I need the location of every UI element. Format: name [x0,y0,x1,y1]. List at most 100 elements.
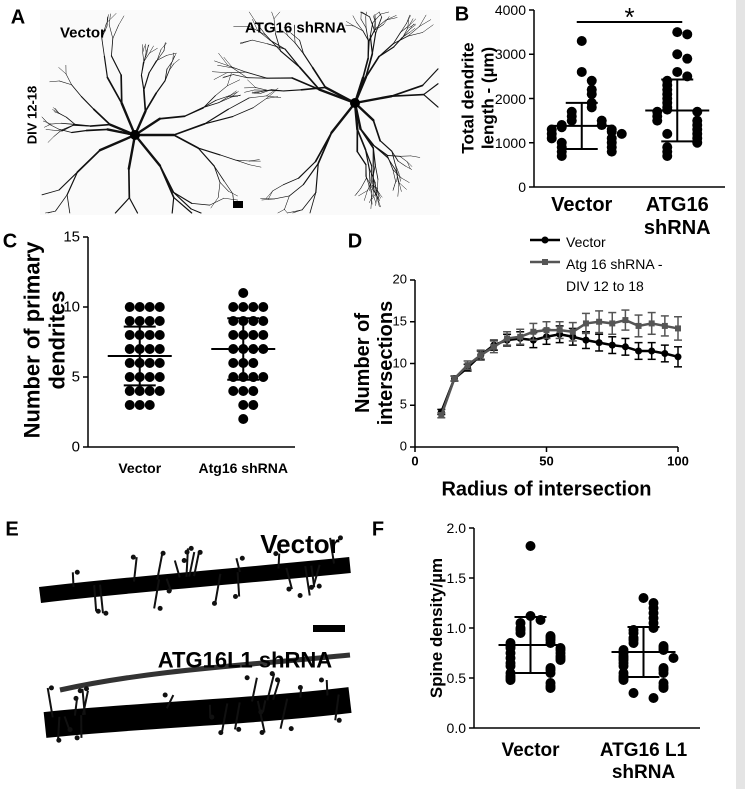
dendrite [407,26,420,37]
spine-head [297,685,303,691]
spine [63,716,71,730]
spine-head [162,692,168,698]
data-point [505,661,516,671]
spine-head [74,569,80,575]
dendrite [402,29,410,38]
y-tick-label: 0 [518,178,526,195]
dendrite [240,39,253,44]
dendrite [374,11,380,16]
dendrite [376,190,383,198]
spine-head [308,584,314,590]
dendrite [202,99,217,108]
panel-label: B [454,3,470,26]
data-point [124,316,135,326]
dendrite [365,55,380,78]
dendrite [143,72,150,91]
dendrite [149,45,154,54]
dendrite [202,102,220,108]
dendrite [360,11,370,18]
dendrite [219,154,237,161]
data-point [154,372,165,382]
dendrite [251,39,268,45]
data-point [545,638,556,648]
data-point [682,29,693,40]
dendrite [397,160,406,167]
spine-head [269,671,275,677]
data-point [556,122,567,133]
x-tick-label: ATG16 shRNA [643,194,711,239]
dendrite [218,96,232,103]
dendrite [204,115,234,125]
dendrite [419,19,432,27]
dendrite [317,131,333,165]
image-label: DIV 12-18 [24,85,40,145]
data-point [144,358,155,368]
spine-head [318,677,324,683]
dendrite [392,35,409,45]
dendrite [140,74,145,91]
dendrite [385,15,397,21]
spine-head [74,735,80,741]
marker [451,375,458,382]
y-tick-label: 2000 [494,90,526,107]
dendrite [158,115,186,120]
data-point [144,400,155,410]
data-point [515,628,526,638]
data-point [238,386,249,396]
dendrite [184,106,204,117]
soma [130,130,140,140]
dendrite [222,74,234,79]
dendrite [309,192,317,214]
dendrite [356,22,364,32]
data-point [144,344,155,354]
spine-head [273,551,279,557]
data-point [658,668,669,678]
dendrite [92,108,111,126]
y-tick-label: 0 [399,438,407,454]
marker [595,339,603,347]
data-point [658,683,669,693]
data-point [248,330,259,340]
data-point [144,330,155,340]
marker [608,341,616,349]
spine-head [188,545,194,551]
dendrite [372,164,376,179]
spine-head [259,730,265,736]
dendrite [245,71,268,79]
data-point [238,400,249,410]
data-point [248,302,259,312]
scale-bar [233,201,243,208]
dendrite [422,68,439,86]
dendrite [252,98,267,109]
marker [504,335,511,342]
y-tick-label: 4000 [494,1,526,18]
dendrite [265,34,281,52]
dendrite [103,55,108,79]
data-point [648,693,659,703]
dendrite [255,87,269,91]
data-point [248,358,259,368]
spine [312,564,321,587]
dendrite [108,24,114,39]
dendrite [299,39,304,55]
dendrite [407,161,413,167]
dendrite [52,129,63,132]
spine [266,673,276,701]
data-point [134,302,145,312]
data-point [658,645,669,655]
dendrite [311,66,327,89]
dendrite [400,25,410,33]
spine [251,677,258,702]
dendrite [248,95,267,99]
dendrite [280,29,288,36]
dendrite [50,122,62,125]
dendrite [197,147,221,156]
y-tick-label: 0.0 [446,719,466,736]
dendrite [372,177,377,188]
dendrite [398,182,402,192]
legend-label: Vector [566,234,606,250]
dendrite [380,11,390,15]
data-point [134,400,145,410]
dendrite [330,101,357,134]
dendrite [61,124,74,132]
